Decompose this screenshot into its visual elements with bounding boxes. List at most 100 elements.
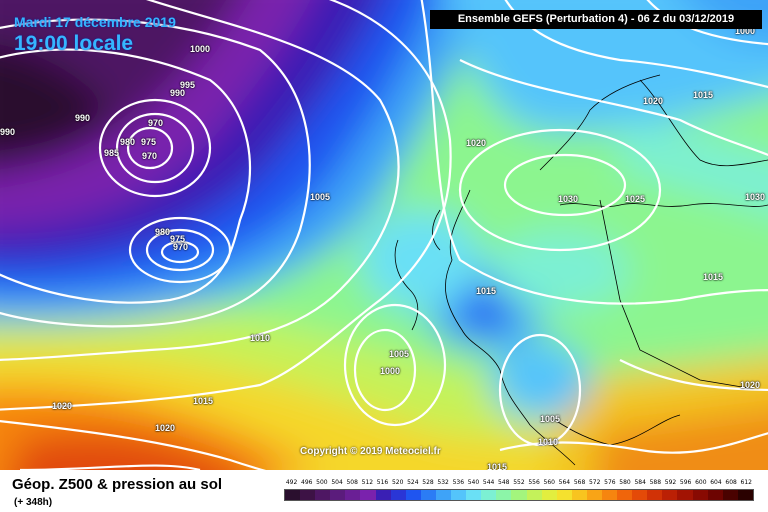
isobar-label: 970: [148, 118, 164, 128]
isobar-label: 1025: [625, 194, 646, 204]
scale-swatch: [586, 490, 602, 500]
scale-swatch: [345, 490, 361, 500]
isobar-label: 1010: [538, 437, 559, 447]
scale-swatch: [647, 490, 663, 500]
scale-value: 500: [316, 479, 328, 486]
isobar-label: 980: [155, 227, 171, 237]
scale-value: 516: [376, 479, 389, 486]
scale-swatch: [420, 490, 436, 500]
scale-value: 568: [573, 479, 586, 486]
color-scale-labels: 492 496 500 504 508 512 516 520 524 528 532 536 540 5…: [284, 479, 754, 486]
scale-swatch: [330, 490, 346, 500]
isobar-label: 1030: [558, 194, 579, 204]
scale-swatch: [466, 490, 482, 500]
isobar-label: 1010: [250, 333, 271, 343]
scale-swatch: [511, 490, 527, 500]
isobar-label: 1000: [735, 26, 756, 36]
isobar-label: 1020: [466, 138, 487, 148]
scale-value: 612: [740, 479, 752, 486]
scale-value: 520: [391, 479, 404, 486]
scale-swatch: [677, 490, 693, 500]
scale-swatch: [617, 490, 633, 500]
chart-title: Géop. Z500 & pression au sol: [12, 476, 223, 493]
scale-swatch: [601, 490, 618, 500]
isobar-label: 1005: [310, 192, 331, 202]
isobar-label: 1005: [389, 349, 410, 359]
scale-value: 528: [422, 479, 434, 486]
scale-swatch: [707, 490, 723, 500]
isobars: [0, 0, 768, 470]
isobar-label: 995: [180, 80, 196, 90]
isobar-label: 970: [173, 242, 189, 252]
isobar-label: 990: [75, 113, 91, 123]
scale-value: 492: [285, 479, 298, 486]
scale-value: 560: [543, 479, 555, 486]
scale-value: 536: [452, 479, 465, 486]
scale-swatch: [571, 490, 587, 500]
scale-value: 564: [558, 479, 571, 486]
scale-swatch: [405, 490, 421, 500]
scale-swatch: [692, 490, 708, 500]
scale-swatch: [315, 490, 331, 500]
scale-value: 596: [679, 479, 692, 486]
scale-value: 580: [619, 479, 631, 486]
isobar-label: 985: [104, 148, 120, 158]
forecast-date: Mardi 17 décembre 2019: [14, 14, 176, 30]
scale-swatch: [300, 490, 316, 500]
scale-value: 600: [695, 479, 707, 486]
model-run-info: Ensemble GEFS (Perturbation 4) - 06 Z du…: [430, 10, 762, 29]
isobar-label: 1015: [703, 272, 724, 282]
isobar-label: 1000: [190, 44, 211, 54]
isobar-label: 1015: [193, 396, 214, 406]
scale-swatch: [737, 490, 753, 500]
scale-swatch: [526, 490, 542, 500]
isobar-label: 970: [142, 151, 158, 161]
scale-value: 552: [513, 479, 525, 486]
copyright-notice: Copyright © 2019 Meteociel.fr: [300, 446, 441, 457]
scale-swatch: [722, 490, 738, 500]
isobar-label: 1020: [740, 380, 761, 390]
scale-swatch: [541, 490, 557, 500]
forecast-time: 19:00 locale: [14, 32, 134, 55]
isobar-label: 1030: [745, 192, 766, 202]
scale-swatch: [496, 490, 512, 500]
scale-value: 512: [361, 479, 374, 486]
geopotential-field: [0, 0, 768, 470]
scale-value: 496: [301, 479, 313, 486]
scale-value: 576: [604, 479, 616, 486]
isobar-label: 1000: [380, 366, 401, 376]
isobar-label: 975: [141, 137, 157, 147]
scale-swatch: [556, 490, 572, 500]
scale-swatch: [435, 490, 452, 500]
scale-swatch: [285, 490, 301, 500]
scale-swatch: [390, 490, 406, 500]
scale-value: 588: [649, 479, 662, 486]
scale-swatch: [360, 490, 376, 500]
scale-swatch: [481, 490, 497, 500]
scale-swatch: [632, 490, 648, 500]
isobar-label: 980: [120, 137, 136, 147]
scale-value: 592: [664, 479, 677, 486]
isobar-label: 1020: [155, 423, 176, 433]
scale-value: 608: [725, 479, 737, 486]
forecast-lead: (+ 348h): [14, 497, 53, 508]
scale-value: 572: [588, 479, 601, 486]
weather-map: 1000 995 990 990 970 980 975 985 970 990…: [0, 0, 768, 470]
scale-value: 548: [498, 479, 510, 486]
isobar-label: 990: [0, 127, 16, 137]
color-scale: [284, 489, 754, 501]
isobar-label: 1015: [487, 462, 508, 470]
isobar-label: 975: [170, 234, 186, 244]
isobar-label: 1020: [643, 96, 664, 106]
scale-swatch: [662, 490, 678, 500]
isobar-label: 1015: [476, 286, 497, 296]
scale-value: 540: [467, 479, 480, 486]
scale-value: 544: [482, 479, 495, 486]
scale-value: 524: [407, 479, 419, 486]
scale-value: 532: [437, 479, 449, 486]
isobar-label: 990: [170, 88, 186, 98]
scale-value: 508: [346, 479, 358, 486]
isobar-label: 1005: [540, 414, 561, 424]
map-footer: Géop. Z500 & pression au sol (+ 348h) 49…: [0, 470, 768, 512]
scale-value: 504: [331, 479, 343, 486]
